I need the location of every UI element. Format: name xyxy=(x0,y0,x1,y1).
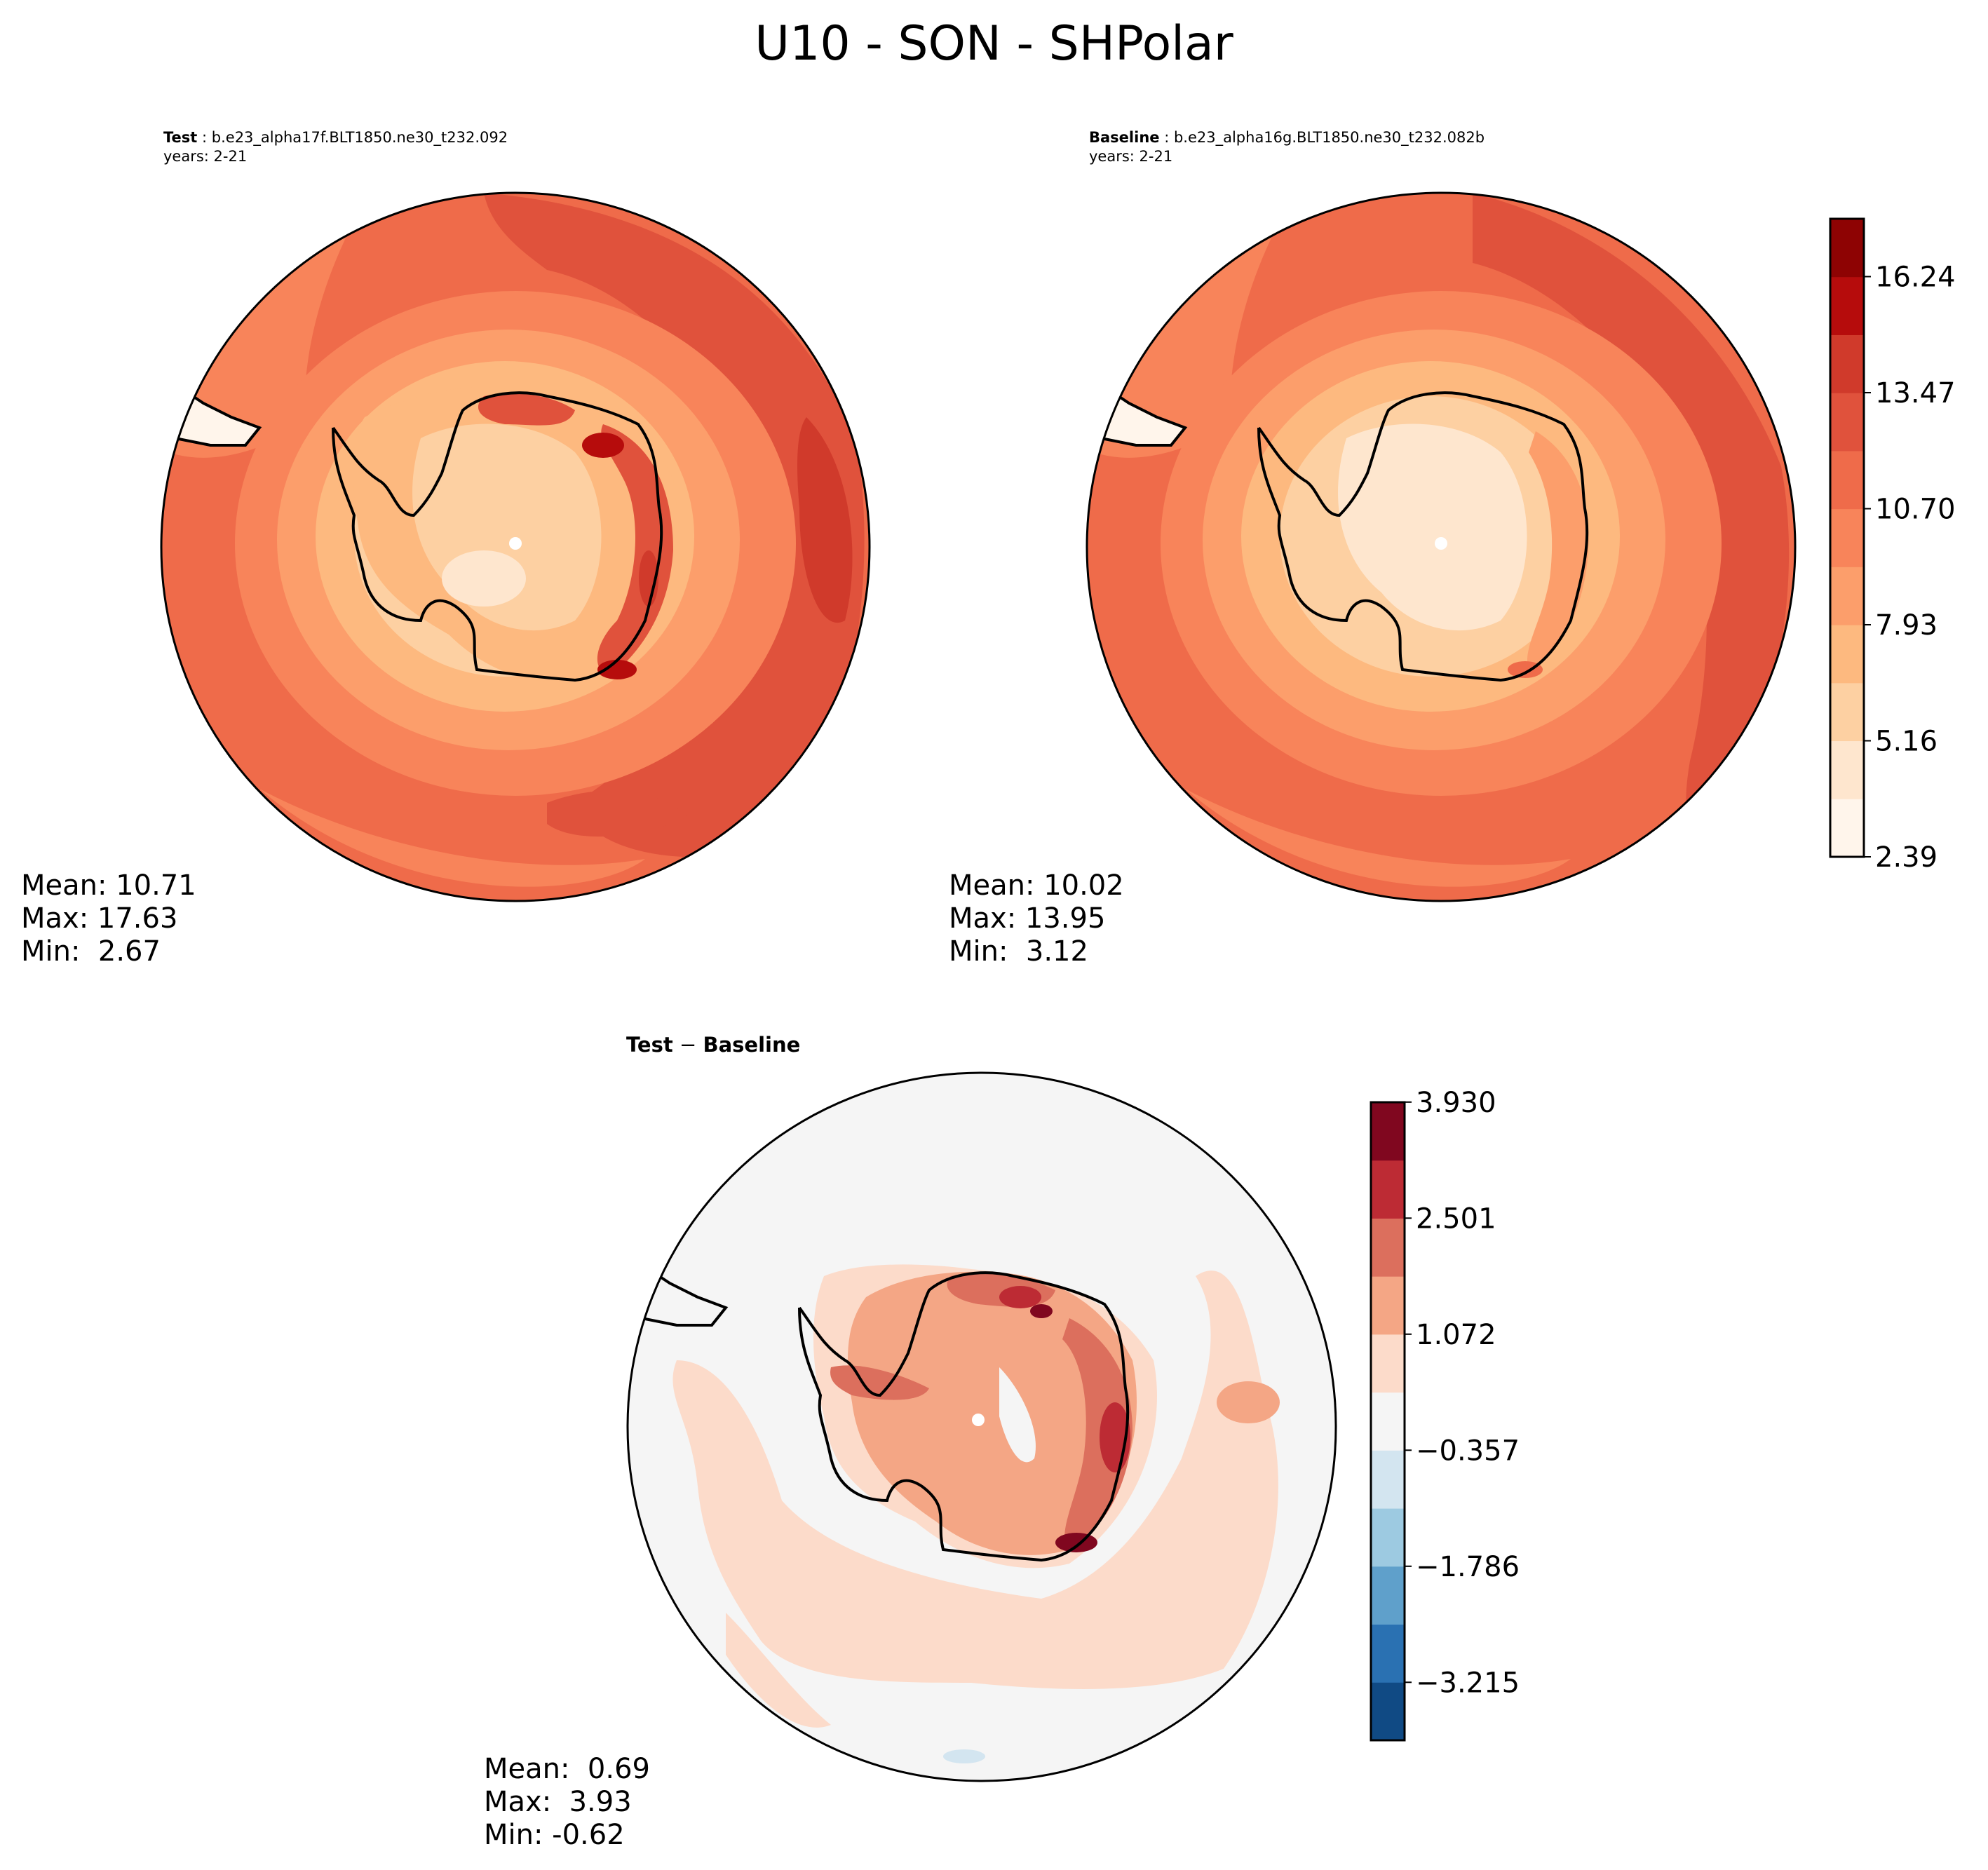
colorbar-segment xyxy=(1830,740,1864,799)
colorbar-segment xyxy=(1830,508,1864,567)
colorbar-segment xyxy=(1371,1508,1405,1567)
test-max: 17.63 xyxy=(97,902,178,935)
test-label: Test xyxy=(163,129,198,146)
colorbar-tick-label: −3.215 xyxy=(1416,1667,1520,1699)
colorbar-tick-label: 13.47 xyxy=(1875,377,1956,409)
colorbar-segment xyxy=(1830,334,1864,393)
colorbar-segment xyxy=(1830,393,1864,452)
south-america-coast xyxy=(628,1268,729,1327)
colorbar-segment xyxy=(1371,1566,1405,1625)
test-stats: Mean: 10.71 Max: 17.63 Min: 2.67 xyxy=(21,869,196,968)
colorbar-border xyxy=(1370,1101,1406,1742)
colorbar-tick-label: −1.786 xyxy=(1416,1551,1520,1583)
south-pole-marker xyxy=(509,537,522,550)
map-border xyxy=(1086,191,1797,902)
south-pole-marker xyxy=(972,1414,985,1426)
test-min: 2.67 xyxy=(97,935,161,968)
colorbar-tick-label: −0.357 xyxy=(1416,1435,1520,1467)
high-wind-coast-north xyxy=(478,393,575,426)
negative-patch-south xyxy=(943,1749,985,1763)
map-border xyxy=(626,1071,1337,1782)
positive-band-southwest xyxy=(726,1613,831,1728)
colorbar-segment xyxy=(1371,1276,1405,1335)
colorbar-segment xyxy=(1371,1450,1405,1509)
max-core-4 xyxy=(1030,1304,1053,1318)
coastline xyxy=(1257,391,1589,682)
positive-band-south xyxy=(672,1271,1278,1689)
interior-near-zero xyxy=(999,1367,1036,1463)
baseline-map xyxy=(1086,191,1797,902)
baseline-stats: Mean: 10.02 Max: 13.95 Min: 3.12 xyxy=(949,869,1124,968)
difference-min: -0.62 xyxy=(552,1819,625,1851)
test-case-name: b.e23_alpha17f.BLT1850.ne30_t232.092 xyxy=(211,129,508,146)
difference-title: Test − Baseline xyxy=(626,1033,801,1057)
south-america-coast xyxy=(161,388,262,447)
max-wind-core-1 xyxy=(582,433,624,458)
antarctica-interior xyxy=(1338,424,1527,631)
map-border xyxy=(160,191,871,902)
coastline xyxy=(332,391,663,682)
baseline-mean: 10.02 xyxy=(1043,869,1124,902)
colorbar-tick-label: 1.072 xyxy=(1416,1319,1496,1351)
colorbar-tick-label: 2.501 xyxy=(1416,1202,1496,1235)
difference-map xyxy=(626,1071,1337,1782)
difference-colorbar: −3.215 −1.786 −0.357 1.072 2.501 3.930 xyxy=(1370,1087,1520,1742)
test-years: years: 2-21 xyxy=(163,148,248,165)
difference-stats: Mean: 0.69 Max: 3.93 Min: -0.62 xyxy=(484,1753,650,1851)
max-core-3 xyxy=(1055,1533,1097,1552)
antarctica-strong-west xyxy=(830,1365,929,1400)
colorbar-tick-label: 5.16 xyxy=(1875,726,1938,758)
baseline-min: 3.12 xyxy=(1025,935,1088,968)
colorbar-border xyxy=(1829,217,1865,858)
colorbar-tick-label: 7.93 xyxy=(1875,609,1938,642)
test-map xyxy=(160,191,871,902)
positive-patch-east xyxy=(1217,1381,1280,1423)
colorbar-segment xyxy=(1830,276,1864,335)
colorbar-segment xyxy=(1371,1160,1405,1219)
ocean-south-dark xyxy=(547,790,687,837)
baseline-max: 13.95 xyxy=(1025,902,1106,935)
colorbar-segment xyxy=(1371,1682,1405,1741)
colorbar-segment xyxy=(1830,799,1864,858)
field-colorbar: 2.39 5.16 7.93 10.70 13.47 16.24 xyxy=(1829,217,1956,874)
difference-mean: 0.69 xyxy=(587,1753,650,1785)
colorbar-segment xyxy=(1371,1334,1405,1393)
colorbar-segment xyxy=(1830,219,1864,278)
ocean-band-dark-east xyxy=(1473,193,1790,838)
colorbar-segment xyxy=(1830,682,1864,742)
ocean-south-light xyxy=(1185,789,1571,887)
colorbar-tick-label: 2.39 xyxy=(1875,841,1938,874)
colorbar-segment xyxy=(1371,1102,1405,1161)
difference-max: 3.93 xyxy=(569,1786,632,1818)
colorbar-tick-label: 10.70 xyxy=(1875,494,1956,526)
max-wind-core-2 xyxy=(597,660,637,679)
baseline-case-name: b.e23_alpha16g.BLT1850.ne30_t232.082b xyxy=(1173,129,1485,146)
colorbar-tick-label: 3.930 xyxy=(1416,1087,1496,1119)
baseline-caption: Baseline : b.e23_alpha16g.BLT1850.ne30_t… xyxy=(1089,129,1485,146)
high-wind-coast-east xyxy=(597,424,673,677)
test-caption: Test : b.e23_alpha17f.BLT1850.ne30_t232.… xyxy=(163,129,508,146)
max-core-1 xyxy=(999,1286,1041,1308)
colorbar-segment xyxy=(1830,567,1864,625)
colorbar-segment xyxy=(1371,1392,1405,1451)
south-america-coast xyxy=(1087,388,1188,447)
coast-core xyxy=(1508,661,1543,678)
ocean-band-darkest-east xyxy=(797,417,853,623)
test-mean: 10.71 xyxy=(116,869,196,902)
figure-title: U10 - SON - SHPolar xyxy=(755,16,1233,72)
colorbar-segment xyxy=(1371,1218,1405,1277)
colorbar-segment xyxy=(1830,625,1864,684)
colorbar-segment xyxy=(1830,450,1864,510)
ocean-band-dark-east xyxy=(484,193,865,858)
ocean-band-west xyxy=(168,228,351,458)
light-interior xyxy=(442,550,526,607)
coastline xyxy=(798,1271,1130,1562)
colorbar-tick-label: 16.24 xyxy=(1875,262,1956,294)
ocean-south-light xyxy=(259,789,645,887)
south-pole-marker xyxy=(1435,537,1447,550)
baseline-label: Baseline xyxy=(1089,129,1160,146)
ocean-band-west xyxy=(1094,228,1276,458)
baseline-years: years: 2-21 xyxy=(1089,148,1173,165)
colorbar-segment xyxy=(1371,1624,1405,1683)
